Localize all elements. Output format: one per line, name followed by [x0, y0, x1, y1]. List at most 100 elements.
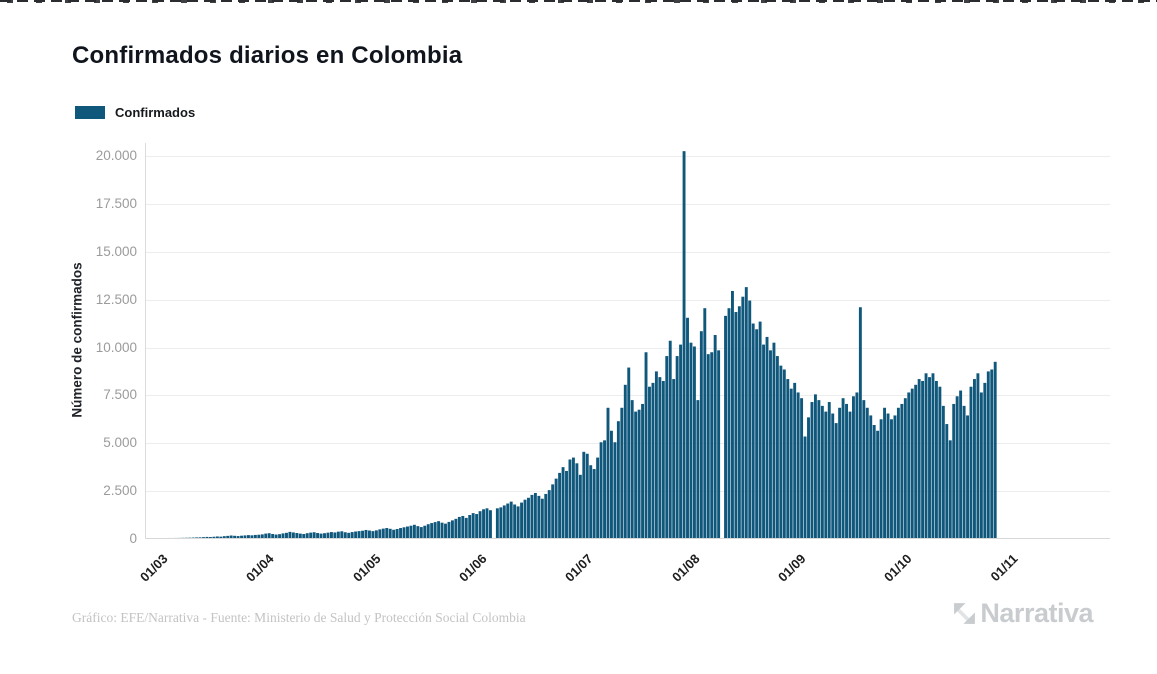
- bar-day-202[interactable]: [848, 411, 852, 538]
- bar-day-17[interactable]: [208, 537, 212, 538]
- bar-day-207[interactable]: [865, 407, 869, 538]
- bar-day-206[interactable]: [862, 400, 866, 538]
- bar-day-139[interactable]: [630, 400, 634, 538]
- bar-day-39[interactable]: [285, 532, 288, 538]
- bar-day-226[interactable]: [931, 373, 935, 538]
- bar-day-170[interactable]: [737, 306, 741, 538]
- bar-day-223[interactable]: [921, 380, 925, 538]
- bar-day-224[interactable]: [924, 373, 928, 538]
- bar-day-235[interactable]: [962, 405, 966, 538]
- bar-day-204[interactable]: [855, 392, 859, 538]
- bar-day-70[interactable]: [392, 529, 396, 538]
- bar-day-135[interactable]: [616, 421, 620, 538]
- bar-day-172[interactable]: [744, 287, 748, 538]
- bar-day-44[interactable]: [302, 533, 306, 538]
- bar-day-103[interactable]: [506, 503, 510, 538]
- bar-day-23[interactable]: [229, 535, 233, 538]
- bar-day-227[interactable]: [934, 380, 938, 538]
- bar-day-83[interactable]: [437, 521, 441, 538]
- bar-day-87[interactable]: [450, 520, 454, 538]
- bar-day-62[interactable]: [364, 529, 368, 538]
- bar-day-168[interactable]: [731, 290, 734, 538]
- bar-day-128[interactable]: [592, 469, 596, 538]
- bar-day-127[interactable]: [589, 465, 593, 538]
- bar-day-120[interactable]: [565, 470, 568, 538]
- bar-day-232[interactable]: [952, 403, 956, 538]
- bar-day-47[interactable]: [312, 532, 316, 538]
- bar-day-184[interactable]: [786, 379, 790, 538]
- bar-day-34[interactable]: [267, 533, 271, 538]
- bar-day-141[interactable]: [637, 409, 641, 538]
- bar-day-119[interactable]: [561, 467, 565, 538]
- bar-day-41[interactable]: [291, 532, 295, 538]
- bar-day-155[interactable]: [686, 317, 689, 538]
- bar-day-147[interactable]: [658, 377, 662, 538]
- bar-day-92[interactable]: [468, 515, 472, 538]
- bar-day-80[interactable]: [426, 524, 430, 538]
- bar-day-214[interactable]: [890, 419, 893, 538]
- bar-day-105[interactable]: [513, 504, 517, 538]
- bar-day-212[interactable]: [883, 407, 887, 538]
- bar-day-73[interactable]: [402, 527, 406, 538]
- bar-day-145[interactable]: [651, 382, 655, 538]
- bar-day-30[interactable]: [253, 534, 257, 538]
- bar-day-60[interactable]: [357, 531, 361, 538]
- bar-day-134[interactable]: [613, 442, 617, 538]
- bar-day-55[interactable]: [340, 531, 344, 538]
- bar-day-61[interactable]: [361, 530, 364, 538]
- bar-day-36[interactable]: [274, 534, 278, 538]
- bar-day-33[interactable]: [264, 533, 268, 538]
- bar-day-108[interactable]: [523, 499, 527, 538]
- bar-day-205[interactable]: [858, 307, 862, 538]
- bar-day-102[interactable]: [502, 505, 506, 538]
- bar-day-19[interactable]: [215, 536, 219, 538]
- bar-day-230[interactable]: [945, 424, 949, 538]
- bar-day-156[interactable]: [689, 342, 693, 538]
- bar-day-27[interactable]: [243, 535, 247, 538]
- bar-day-85[interactable]: [444, 523, 447, 538]
- bar-day-74[interactable]: [406, 526, 409, 538]
- bar-day-90[interactable]: [461, 515, 465, 538]
- bar-day-220[interactable]: [910, 388, 914, 538]
- bar-day-149[interactable]: [665, 356, 669, 538]
- bar-day-171[interactable]: [741, 296, 745, 538]
- bar-day-20[interactable]: [219, 536, 223, 538]
- bar-day-210[interactable]: [876, 430, 880, 538]
- bar-day-208[interactable]: [869, 415, 873, 538]
- bar-day-25[interactable]: [236, 536, 240, 538]
- bar-day-197[interactable]: [831, 413, 835, 538]
- bar-day-67[interactable]: [381, 528, 385, 538]
- bar-day-193[interactable]: [817, 400, 821, 538]
- bar-day-97[interactable]: [485, 508, 489, 538]
- bar-day-115[interactable]: [547, 490, 551, 538]
- bar-day-93[interactable]: [471, 513, 475, 538]
- bar-day-46[interactable]: [309, 532, 313, 538]
- bar-day-71[interactable]: [395, 529, 399, 538]
- bar-day-198[interactable]: [834, 423, 838, 538]
- bar-day-57[interactable]: [347, 532, 351, 538]
- bar-day-77[interactable]: [416, 526, 420, 538]
- bar-day-109[interactable]: [527, 497, 530, 538]
- bar-day-98[interactable]: [489, 510, 492, 538]
- bar-day-45[interactable]: [305, 533, 309, 538]
- bar-day-188[interactable]: [800, 398, 804, 538]
- bar-day-164[interactable]: [717, 350, 721, 538]
- bar-day-169[interactable]: [734, 312, 738, 538]
- bar-day-59[interactable]: [354, 531, 358, 538]
- bar-day-209[interactable]: [872, 425, 876, 538]
- bar-day-189[interactable]: [803, 436, 807, 539]
- bar-day-131[interactable]: [603, 440, 606, 538]
- bar-day-158[interactable]: [696, 400, 700, 538]
- bar-day-215[interactable]: [893, 415, 897, 538]
- bar-day-203[interactable]: [852, 396, 855, 538]
- bar-day-31[interactable]: [257, 534, 261, 538]
- bar-day-183[interactable]: [782, 369, 786, 538]
- bar-day-195[interactable]: [824, 411, 828, 538]
- bar-day-76[interactable]: [412, 524, 416, 538]
- bar-day-104[interactable]: [509, 501, 513, 538]
- bar-day-225[interactable]: [928, 377, 931, 538]
- bar-day-107[interactable]: [520, 502, 524, 538]
- bar-day-69[interactable]: [388, 528, 392, 538]
- bar-day-182[interactable]: [779, 365, 783, 538]
- bar-day-24[interactable]: [233, 535, 237, 538]
